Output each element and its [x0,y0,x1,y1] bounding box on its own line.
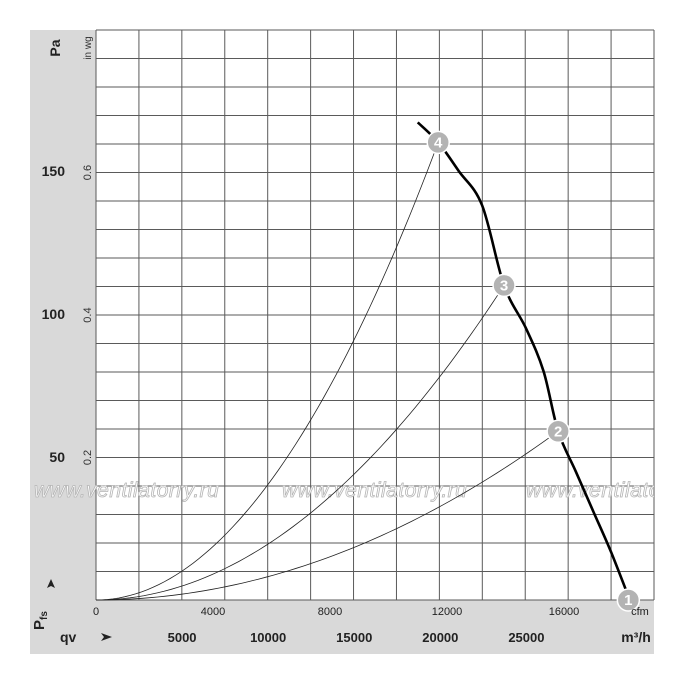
system-curve-4 [95,142,439,601]
x-tick-m3h: 20000 [422,630,458,645]
operating-point-marker [492,273,516,298]
operating-point-marker [546,419,570,444]
y-tick-pa: 100 [42,306,66,322]
operating-point-label: 2 [554,423,562,440]
y-axis-label-pfs-main: Pfs [31,611,50,630]
x-tick-cfm: 12000 [432,606,463,618]
x-tick-cfm: 4000 [201,606,225,618]
operating-point-label: 3 [500,277,508,294]
y-tick-inwg: 0.6 [82,165,94,180]
operating-point-3: 3 [492,273,516,298]
operating-points: 1 2 3 4 [426,130,641,612]
operating-point-label: 4 [434,134,443,151]
watermark-text: www.ventilatorry.ru [526,479,684,502]
x-tick-m3h: 25000 [508,630,544,645]
x-unit-m3h-label: m³/h [621,629,651,645]
watermark-layer: www.ventilatorry.ru www.ventilatorry.ru ww… [34,479,684,503]
left-axis-band [30,30,96,654]
x-unit-cfm-label: cfm [631,606,649,618]
system-curve-3 [95,285,505,601]
y-tick-inwg: 0.2 [82,450,94,465]
system-curve-2 [95,430,559,601]
y-tick-pa: 50 [49,449,65,465]
x-tick-cfm: 0 [93,606,99,618]
operating-point-label: 1 [624,592,632,609]
x-tick-cfm: 16000 [549,606,580,618]
x-axis-arrow-icon [101,633,112,641]
x-tick-m3h: 10000 [250,630,286,645]
fan-curve [416,121,632,601]
x-tick-m3h: 15000 [336,630,372,645]
watermark-text: www.ventilatorry.ru [282,479,467,502]
watermark-text: www.ventilatorry.ru [34,479,219,502]
y-unit-inwg-label: in wg [83,36,94,59]
x-tick-cfm: 8000 [318,606,342,618]
x-label-qv: qv [60,629,77,645]
tick-labels: 50 100 150 0.2 0.4 0.6 0 4000 8000 12000 16000 5000… [42,163,580,645]
y-tick-pa: 150 [42,163,66,179]
y-unit-pa-label: Pa [47,39,63,56]
grid-lines [95,29,655,601]
y-axis-label-pfs: Pfs [31,579,55,630]
system-curves [95,142,559,601]
x-tick-m3h: 5000 [168,630,197,645]
y-tick-inwg: 0.4 [82,307,94,322]
operating-point-4: 4 [426,130,450,155]
bottom-axis-band [30,600,654,654]
operating-point-2: 2 [546,419,570,444]
operating-point-marker [426,130,450,155]
operating-point-marker [616,588,641,612]
y-axis-arrow-icon [47,579,55,588]
operating-point-1: 1 [616,588,641,612]
